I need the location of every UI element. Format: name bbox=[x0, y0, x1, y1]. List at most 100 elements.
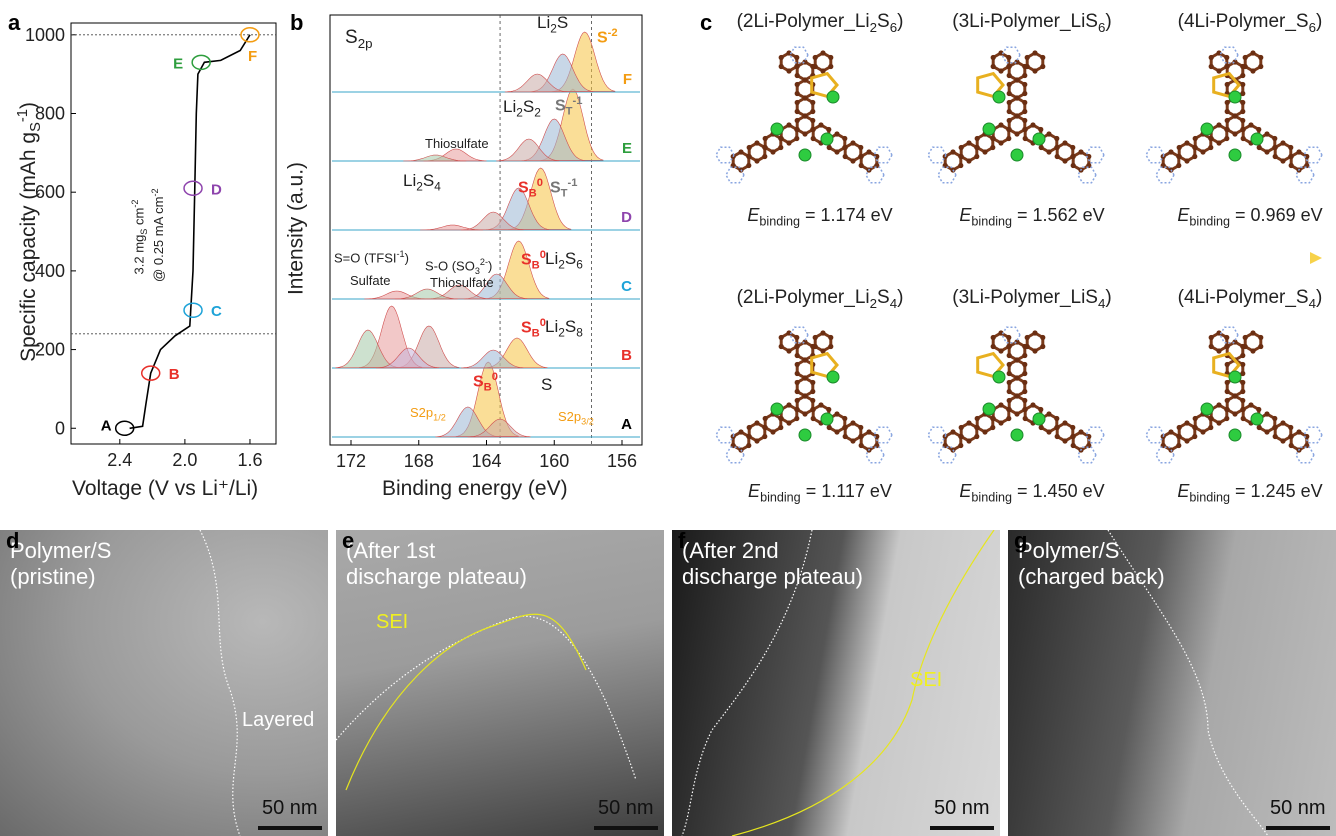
atom bbox=[1055, 145, 1060, 150]
lithium-atom bbox=[1033, 133, 1045, 145]
atom bbox=[1014, 375, 1019, 380]
atom bbox=[842, 416, 847, 421]
text-part: S bbox=[473, 373, 484, 390]
atom bbox=[1216, 420, 1221, 425]
ring bbox=[1009, 80, 1025, 98]
atom bbox=[958, 163, 963, 168]
atom bbox=[842, 136, 847, 141]
atom bbox=[770, 429, 775, 434]
scale-bar bbox=[930, 826, 994, 830]
text-part: ) bbox=[1105, 11, 1111, 32]
atom bbox=[843, 434, 848, 439]
text-part: 4 bbox=[434, 179, 441, 193]
atom bbox=[1007, 380, 1012, 385]
atom bbox=[786, 402, 791, 407]
lithium-atom bbox=[993, 371, 1005, 383]
atom bbox=[1225, 118, 1230, 123]
atom bbox=[1225, 380, 1230, 385]
atom bbox=[1240, 398, 1245, 403]
atom bbox=[990, 145, 995, 150]
atom bbox=[1289, 163, 1294, 168]
atom bbox=[747, 425, 752, 430]
text-part: 8 bbox=[576, 325, 583, 339]
atom bbox=[1040, 64, 1045, 69]
atom bbox=[1014, 131, 1019, 136]
atom bbox=[779, 55, 784, 60]
text-part: = 1.245 eV bbox=[1230, 481, 1323, 501]
atom bbox=[1046, 131, 1051, 136]
atom bbox=[810, 109, 815, 114]
atom bbox=[1039, 145, 1044, 150]
text-part: S bbox=[550, 179, 561, 196]
atom bbox=[1040, 335, 1045, 340]
atom bbox=[747, 145, 752, 150]
atom bbox=[1006, 55, 1011, 60]
ring bbox=[749, 143, 765, 161]
atom bbox=[950, 429, 955, 434]
text-part: ) bbox=[1316, 287, 1322, 308]
text-part: 2 bbox=[870, 296, 877, 311]
atom bbox=[1280, 438, 1285, 443]
atom bbox=[794, 64, 799, 69]
ring bbox=[993, 53, 1009, 71]
text-part: 2 bbox=[870, 20, 877, 35]
atom bbox=[1007, 100, 1012, 105]
atom bbox=[770, 149, 775, 154]
sei-outline bbox=[346, 614, 586, 790]
molecule bbox=[1146, 47, 1322, 183]
atom bbox=[1241, 136, 1246, 141]
spectrum-label: C bbox=[621, 278, 632, 295]
text-part: S bbox=[518, 179, 529, 196]
peak-annotation: SB0 bbox=[521, 318, 546, 340]
panel-label: e bbox=[342, 530, 354, 552]
atom bbox=[1014, 411, 1019, 416]
structure-title: (3Li-Polymer_LiS4) bbox=[937, 288, 1127, 310]
peak-annotation: S=O (TFSI-1) bbox=[334, 250, 409, 264]
atom bbox=[1224, 407, 1229, 412]
atom bbox=[802, 95, 807, 100]
atom bbox=[1225, 100, 1230, 105]
text-part: 2 bbox=[416, 179, 423, 193]
binding-energy: Ebinding = 1.245 eV bbox=[1155, 482, 1336, 504]
scale-label: 50 nm bbox=[934, 798, 990, 818]
text-part: S bbox=[523, 97, 534, 116]
text-part: ) bbox=[1316, 11, 1322, 32]
text-part: S bbox=[521, 319, 532, 336]
ring bbox=[1009, 378, 1025, 396]
molecule bbox=[928, 47, 1104, 183]
atom bbox=[1243, 64, 1248, 69]
atom bbox=[1209, 64, 1214, 69]
atom bbox=[795, 362, 800, 367]
atom bbox=[794, 127, 799, 132]
state-label: C bbox=[211, 303, 222, 320]
text-part: 0 bbox=[492, 371, 498, 383]
atom bbox=[1032, 50, 1037, 55]
atom bbox=[1243, 55, 1248, 60]
atom bbox=[991, 64, 996, 69]
atom bbox=[966, 420, 971, 425]
atom bbox=[859, 163, 864, 168]
atom bbox=[1006, 344, 1011, 349]
atom bbox=[1006, 64, 1011, 69]
atom bbox=[1062, 438, 1067, 443]
lithium-atom bbox=[1201, 123, 1213, 135]
atom bbox=[738, 149, 743, 154]
atom bbox=[1224, 136, 1229, 141]
image-caption: (After 2nd bbox=[682, 540, 779, 562]
text-part: S bbox=[345, 27, 358, 48]
text-part: binding bbox=[759, 215, 800, 229]
text-part: @ 0.25 mA cm bbox=[151, 196, 166, 281]
atom bbox=[1232, 411, 1237, 416]
text-part: 4 bbox=[1309, 296, 1316, 311]
peak-annotation: SB0 bbox=[518, 178, 543, 200]
text-part: ) bbox=[405, 250, 409, 265]
atom bbox=[786, 122, 791, 127]
ring bbox=[1211, 125, 1227, 143]
panel-label: d bbox=[6, 530, 19, 552]
atom bbox=[795, 371, 800, 376]
ring bbox=[1009, 98, 1025, 116]
atom bbox=[1264, 149, 1269, 154]
spectrum-label: E bbox=[622, 140, 632, 157]
atom bbox=[975, 416, 980, 421]
text-part: E bbox=[1177, 205, 1189, 225]
